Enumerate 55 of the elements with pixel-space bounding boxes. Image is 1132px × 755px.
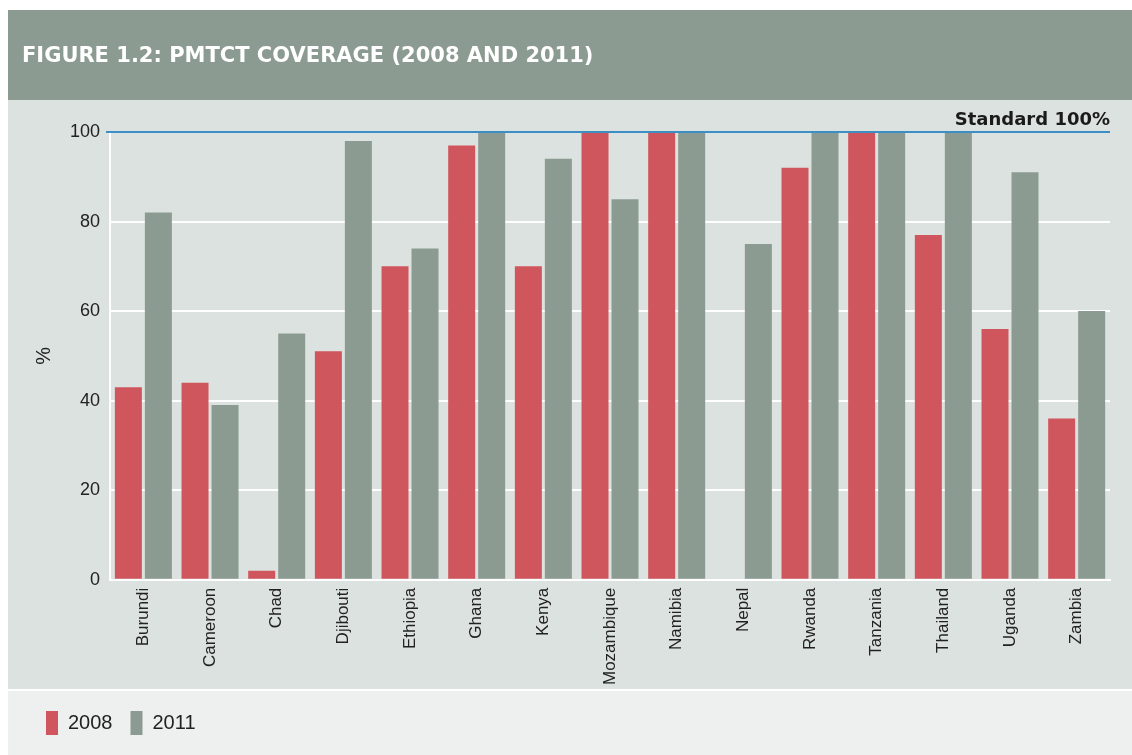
chart-title: FIGURE 1.2: PMTCT COVERAGE (2008 AND 2011): [8, 10, 1132, 100]
bar: [781, 167, 809, 579]
x-tick-label: Zambia: [1066, 587, 1086, 645]
y-tick-label: 0: [90, 568, 101, 589]
x-tick-label: Chad: [266, 587, 286, 629]
bar: [278, 333, 306, 579]
bar: [544, 158, 572, 579]
bar: [1011, 172, 1039, 579]
x-tick-label: Cameroon: [199, 587, 219, 668]
bar: [344, 140, 372, 579]
x-tick-label: Nepal: [733, 587, 753, 633]
x-tick-label: Burundi: [133, 587, 153, 647]
bar: [381, 266, 409, 579]
x-tick-label: Thailand: [933, 587, 953, 653]
bar: [448, 145, 476, 579]
x-tick-label: Uganda: [999, 587, 1019, 648]
x-tick-label: Tanzania: [866, 587, 886, 656]
x-tick-label: Ghana: [466, 587, 486, 639]
bar: [144, 212, 172, 579]
y-tick-label: 40: [80, 389, 101, 410]
legend-label: 2008: [68, 710, 113, 733]
y-axis-title: %: [31, 346, 54, 365]
bar: [411, 248, 439, 579]
x-tick-label: Namibia: [666, 587, 686, 651]
ref-line-label: Standard 100%: [954, 107, 1110, 129]
bar: [248, 570, 276, 579]
bar: [914, 234, 942, 579]
bar: [611, 199, 639, 579]
bar: [514, 266, 542, 579]
bar: [478, 132, 506, 579]
bar: [648, 132, 676, 579]
y-tick-label: 60: [80, 300, 101, 321]
bar: [848, 132, 876, 579]
bar: [981, 328, 1009, 579]
x-tick-label: Ethiopia: [399, 587, 419, 650]
bar: [744, 243, 772, 579]
bar: [314, 351, 342, 579]
x-tick-label: Kenya: [533, 587, 553, 636]
bar: [181, 382, 209, 579]
bar: [581, 132, 609, 579]
bar: [1078, 311, 1106, 579]
bar: [944, 132, 972, 579]
x-tick-label: Djibouti: [333, 587, 353, 645]
bar: [878, 132, 906, 579]
bar: [114, 387, 142, 579]
bar: [678, 132, 706, 579]
y-tick-label: 100: [69, 120, 101, 141]
bar: [211, 405, 239, 579]
y-tick-label: 80: [80, 210, 101, 231]
x-tick-label: Mozambique: [599, 587, 619, 685]
x-tick-label: Rwanda: [799, 587, 819, 651]
bar: [811, 132, 839, 579]
legend-label: 2011: [152, 710, 196, 733]
bar: [1048, 418, 1076, 579]
y-tick-label: 20: [80, 479, 101, 500]
